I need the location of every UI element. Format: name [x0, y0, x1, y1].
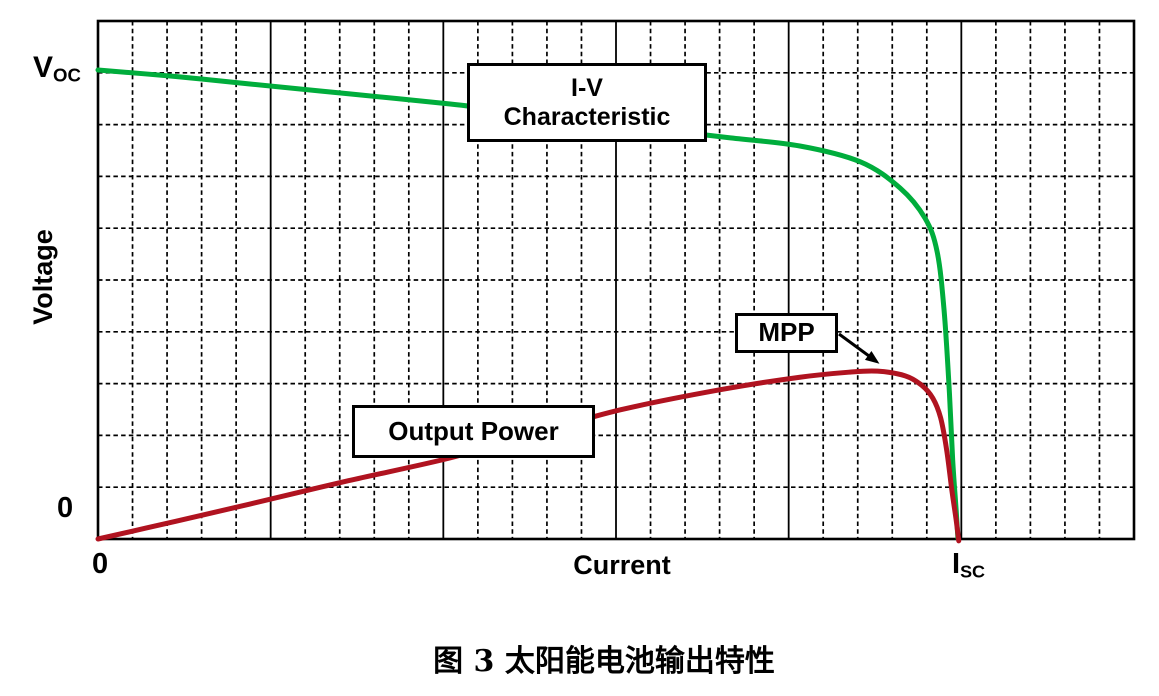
output-power-curve	[95, 368, 962, 544]
plot-frame	[96, 19, 1136, 541]
x-axis-zero-label: 0	[92, 548, 109, 580]
isc-subscript: SC	[960, 561, 986, 582]
iv-box-line2: Characteristic	[503, 102, 671, 131]
mpp-arrow	[838, 332, 880, 364]
output-power-label-box: Output Power	[352, 405, 595, 458]
isc-tick-label: ISC	[952, 548, 985, 582]
voc-tick-label: VOC	[33, 51, 81, 87]
voc-main: V	[33, 51, 54, 84]
output-power-box-text: Output Power	[388, 415, 559, 446]
voc-subscript: OC	[53, 64, 81, 86]
isc-main: I	[952, 548, 961, 580]
mpp-box-text: MPP	[758, 317, 815, 348]
figure-caption: 图 3 太阳能电池输出特性	[433, 644, 775, 679]
i-v-characteristic-curve	[95, 67, 961, 541]
y-axis-zero-label: 0	[57, 492, 74, 524]
y-axis-title: Voltage	[28, 229, 58, 325]
x-axis-title: Current	[573, 550, 671, 580]
iv-characteristic-label-box: I-V Characteristic	[467, 63, 707, 142]
iv-box-line1: I-V	[571, 73, 603, 102]
mpp-label-box: MPP	[735, 313, 838, 353]
